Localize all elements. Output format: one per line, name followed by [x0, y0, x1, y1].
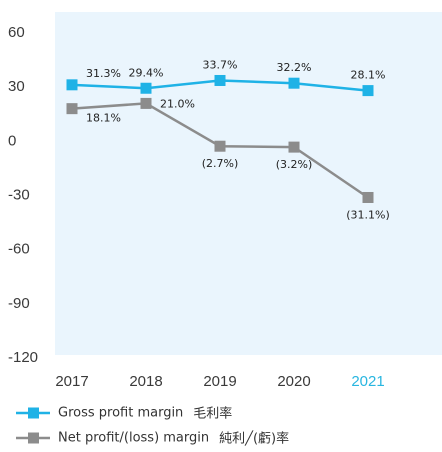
data-label: (31.1%) [346, 208, 390, 221]
legend-label-zh: 毛利率 [193, 406, 232, 422]
plot-background [55, 12, 442, 355]
x-tick-label: 2021 [351, 373, 384, 390]
data-label: 29.4% [129, 66, 164, 79]
point-marker [140, 97, 152, 109]
legend-label: Net profit/(loss) margin [58, 431, 209, 446]
data-label: 21.0% [160, 97, 195, 110]
legend-label: Gross profit margin [58, 406, 183, 421]
point-marker [288, 77, 300, 89]
y-tick-label: -120 [8, 349, 38, 366]
legend-swatch-marker [28, 432, 39, 444]
y-tick-label: 60 [8, 24, 25, 41]
point-marker [214, 140, 226, 152]
x-tick-label: 2020 [277, 373, 310, 390]
point-marker [362, 191, 374, 203]
y-tick-label: -60 [8, 241, 30, 258]
x-tick-label: 2018 [129, 373, 162, 390]
legend-label-zh: 純利╱(虧)率 [219, 430, 289, 447]
data-label: 18.1% [86, 112, 121, 125]
data-label: 32.2% [277, 61, 312, 74]
point-marker [66, 103, 78, 115]
data-label: (3.2%) [276, 158, 313, 171]
data-label: 28.1% [351, 69, 386, 82]
y-tick-label: -90 [8, 295, 30, 312]
y-tick-label: -30 [8, 186, 30, 203]
legend-swatch-marker [28, 407, 39, 419]
point-marker [214, 74, 226, 86]
data-label: (2.7%) [202, 157, 239, 170]
x-tick-label: 2019 [203, 373, 236, 390]
point-marker [288, 141, 300, 153]
y-tick-label: 0 [8, 132, 16, 149]
y-tick-label: 30 [8, 78, 25, 95]
point-marker [140, 82, 152, 94]
data-label: 31.3% [86, 67, 121, 80]
x-tick-label: 2017 [55, 373, 88, 390]
point-marker [66, 79, 78, 91]
point-marker [362, 85, 374, 97]
data-label: 33.7% [203, 58, 238, 71]
